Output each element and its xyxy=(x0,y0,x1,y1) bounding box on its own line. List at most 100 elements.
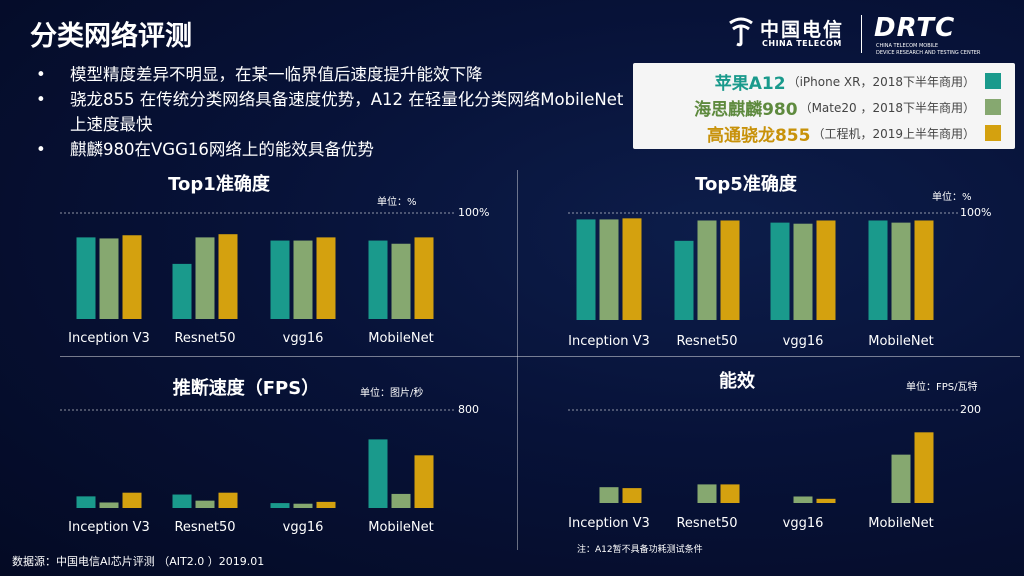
chart-bar xyxy=(720,220,740,320)
chart-bar xyxy=(793,223,813,320)
chart-bar xyxy=(391,243,411,319)
chart-category-label: Resnet50 xyxy=(676,516,737,531)
data-source-footer: 数据源：中国电信AI芯片评测 （AIT2.0 ）2019.01 xyxy=(12,555,265,568)
legend-name: 高通骁龙855 xyxy=(706,125,811,146)
chart-bar xyxy=(891,454,911,503)
legend: 苹果A12 （iPhone XR，2018下半年商用） 海思麒麟980 （Mat… xyxy=(633,63,1015,149)
drtc-subtitle-2: DEVICE RESEARCH AND TESTING CENTER xyxy=(876,50,981,56)
chart-bar xyxy=(270,240,290,319)
chart-bar xyxy=(622,218,642,320)
chart-bar xyxy=(218,492,238,508)
chart-bar xyxy=(414,237,434,319)
bullet-list: 模型精度差异不明显，在某一临界值后速度提升能效下降 骁龙855 在传统分类网络具… xyxy=(30,62,630,162)
chart-bar xyxy=(599,219,619,320)
chart-bar xyxy=(868,220,888,320)
chart-bar xyxy=(816,498,836,503)
chart-unit-label: 单位：% xyxy=(377,195,417,208)
chart-unit-label: 单位：图片/秒 xyxy=(360,386,423,399)
legend-detail: （工程机，2019上半年商用） xyxy=(812,126,975,141)
horizontal-divider xyxy=(60,356,1020,357)
chart-bar xyxy=(99,502,119,508)
chart-title: Top1准确度 xyxy=(168,173,271,195)
chart-bar xyxy=(122,492,142,508)
chart-category-label: Inception V3 xyxy=(568,334,650,349)
chart-category-label: vgg16 xyxy=(283,331,324,346)
drtc-logo: DRTC xyxy=(874,13,956,43)
chart-max-label: 100% xyxy=(960,206,991,219)
legend-name: 苹果A12 xyxy=(714,73,786,94)
chart-category-label: Resnet50 xyxy=(174,331,235,346)
chart-bar xyxy=(576,219,596,320)
chart-bar xyxy=(674,240,694,320)
legend-swatch xyxy=(985,73,1001,89)
logo-separator xyxy=(861,15,862,53)
page-title: 分类网络评测 xyxy=(30,21,192,52)
chart-max-label: 200 xyxy=(960,403,981,416)
chart-bar xyxy=(218,234,238,319)
china-telecom-en: CHINA TELECOM xyxy=(762,39,842,48)
chart-bar xyxy=(770,222,790,320)
chart-bar xyxy=(172,494,192,508)
chart-title: 推断速度（FPS） xyxy=(173,377,319,399)
chart-bar xyxy=(368,240,388,319)
chart-bar xyxy=(293,503,313,508)
chart-category-label: MobileNet xyxy=(368,520,433,535)
chart-bar xyxy=(76,237,96,319)
legend-swatch xyxy=(985,99,1001,115)
chart-max-label: 100% xyxy=(458,206,489,219)
chart-bar xyxy=(697,220,717,320)
chart-bar xyxy=(599,487,619,503)
legend-name: 海思麒麟980 xyxy=(694,99,798,120)
drtc-subtitle-1: CHINA TELECOM MOBILE xyxy=(876,43,939,49)
chart-bar xyxy=(316,501,336,508)
legend-detail: （iPhone XR，2018下半年商用） xyxy=(787,74,975,89)
legend-swatch xyxy=(985,125,1001,141)
chart-bar xyxy=(391,493,411,508)
chart-bar xyxy=(816,220,836,320)
legend-detail: （Mate20 ，2018下半年商用） xyxy=(799,100,975,115)
china-telecom-cn: 中国电信 xyxy=(760,19,845,41)
chart-title: Top5准确度 xyxy=(695,173,798,195)
chart-bar xyxy=(720,484,740,503)
chart-bar xyxy=(316,237,336,319)
chart-category-label: MobileNet xyxy=(368,331,433,346)
chart-title: 能效 xyxy=(719,370,756,392)
chart-category-label: Resnet50 xyxy=(676,334,737,349)
bullet-item: 模型精度差异不明显，在某一临界值后速度提升能效下降 xyxy=(30,62,630,87)
chart-bar xyxy=(891,222,911,320)
chart-category-label: MobileNet xyxy=(868,516,933,531)
chart-bar xyxy=(914,432,934,503)
chart-bar xyxy=(172,263,192,319)
legend-item-kirin980: 海思麒麟980 （Mate20 ，2018下半年商用） xyxy=(694,95,1001,120)
vertical-divider xyxy=(517,170,518,550)
chart-bar xyxy=(76,496,96,508)
chart-category-label: vgg16 xyxy=(783,516,824,531)
legend-item-a12: 苹果A12 （iPhone XR，2018下半年商用） xyxy=(714,69,1001,94)
chart-category-label: Inception V3 xyxy=(568,516,650,531)
china-telecom-logo-icon xyxy=(729,17,753,47)
chart-max-label: 800 xyxy=(458,403,479,416)
chart-category-label: MobileNet xyxy=(868,334,933,349)
chart-bar xyxy=(793,496,813,503)
logo-area: 中国电信 CHINA TELECOM DRTC CHINA TELECOM MO… xyxy=(726,13,1016,57)
chart-unit-label: 单位：FPS/瓦特 xyxy=(906,380,978,393)
bullet-item: 麒麟980在VGG16网络上的能效具备优势 xyxy=(30,137,630,162)
chart-bar xyxy=(122,235,142,319)
chart-bar xyxy=(195,500,215,508)
chart-unit-label: 单位：% xyxy=(932,190,972,203)
chart-bar xyxy=(195,237,215,319)
bullet-item: 骁龙855 在传统分类网络具备速度优势，A12 在轻量化分类网络MobileNe… xyxy=(30,87,630,137)
chart-bar xyxy=(697,484,717,503)
chart-bar xyxy=(270,503,290,508)
power-note: 注：A12暂不具备功耗测试条件 xyxy=(577,545,703,555)
chart-bar xyxy=(293,240,313,319)
chart-bar xyxy=(368,439,388,508)
legend-item-snapdragon855: 高通骁龙855 （工程机，2019上半年商用） xyxy=(706,121,1001,146)
chart-bar xyxy=(622,488,642,503)
chart-category-label: vgg16 xyxy=(283,520,324,535)
chart-category-label: Resnet50 xyxy=(174,520,235,535)
chart-bar xyxy=(414,455,434,508)
chart-category-label: Inception V3 xyxy=(68,520,150,535)
chart-category-label: vgg16 xyxy=(783,334,824,349)
